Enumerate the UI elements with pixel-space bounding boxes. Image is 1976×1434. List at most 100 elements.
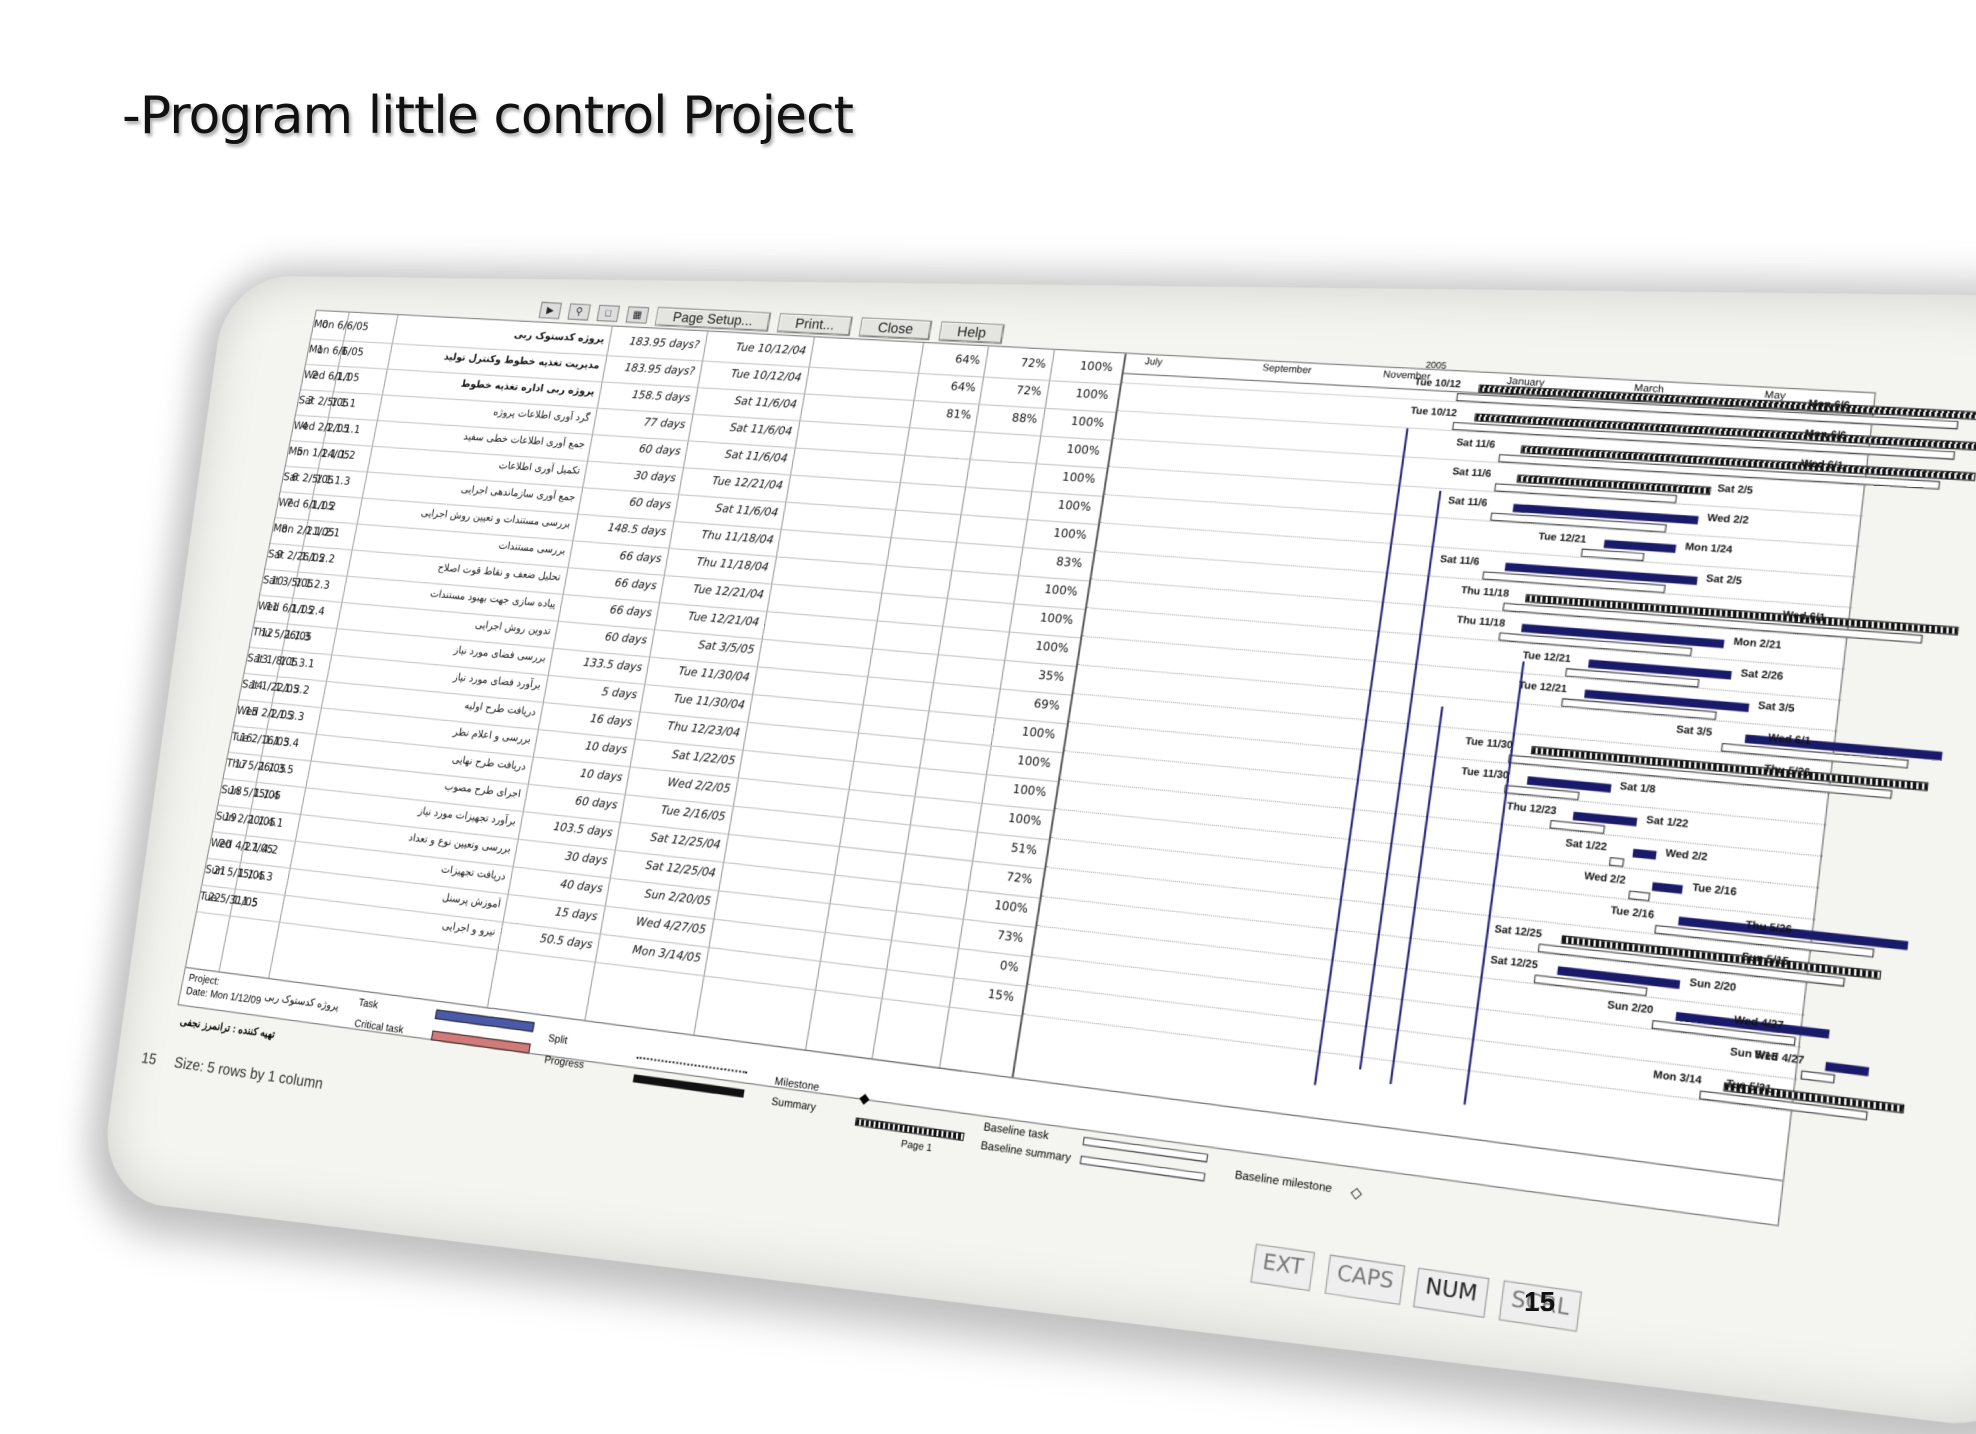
baseline-bar xyxy=(1609,857,1624,867)
row-p3-cell: 73% xyxy=(964,924,1025,945)
row-finish-cell: Mon 6/6/05 xyxy=(308,343,365,358)
row-start-cell: Tue 11/30/04 xyxy=(645,689,746,712)
help-button[interactable]: Help xyxy=(938,321,1005,344)
close-button[interactable]: Close xyxy=(859,317,932,340)
row-p1-cell xyxy=(823,966,880,973)
legend-critical-label: Critical task xyxy=(353,1018,404,1036)
gantt-start-label: Sat 12/25 xyxy=(1494,924,1543,941)
legend-baseline-task-label: Baseline task xyxy=(983,1121,1050,1142)
row-dur-cell: 60 days xyxy=(558,626,648,647)
row-p1-cell xyxy=(866,710,922,715)
row-p2-cell xyxy=(927,744,984,750)
row-p3-cell: 15% xyxy=(954,983,1015,1005)
row-dur-cell: 60 days xyxy=(528,789,618,812)
row-start-cell: Tue 10/12/04 xyxy=(703,365,803,384)
timescale-month: September xyxy=(1262,363,1312,376)
multi-page-icon[interactable]: ▦ xyxy=(626,306,650,323)
row-p1-cell xyxy=(861,738,917,744)
one-page-icon[interactable]: □ xyxy=(596,305,620,322)
row-start-cell: Thu 12/23/04 xyxy=(640,716,741,739)
row-p3-cell: 100% xyxy=(992,751,1052,771)
row-dur-cell: 30 days xyxy=(588,465,678,484)
gantt-start-label: Tue 10/12 xyxy=(1410,406,1458,420)
legend-summary-label: Summary xyxy=(770,1096,816,1114)
gantt-finish-label: Sat 2/5 xyxy=(1705,573,1742,587)
row-p2-cell xyxy=(959,547,1016,551)
row-p2-cell: 72% xyxy=(988,354,1047,370)
task-table: 0 پروژه کدستوک ربی 183.95 days? Tue 10/12/0… xyxy=(186,311,1125,1077)
project-date: Date: Mon 1/12/09 xyxy=(185,985,262,1006)
row-finish-cell: Mon 2/21/05 xyxy=(272,522,336,539)
gantt-print-page: 0 پروژه کدستوک ربی 183.95 days? Tue 10/12/0… xyxy=(177,310,1876,1227)
gantt-start-label: Thu 11/18 xyxy=(1460,585,1510,600)
milestone-diamond-icon: ◆ xyxy=(858,1089,871,1108)
row-finish-cell: Wed 4/27/05 xyxy=(209,836,274,856)
row-dur-cell: 66 days xyxy=(563,599,653,620)
gantt-finish-label: Tue 2/16 xyxy=(1691,882,1737,899)
print-button[interactable]: Print... xyxy=(777,313,853,336)
zoom-icon[interactable]: ▶ xyxy=(539,302,562,319)
row-finish-cell: Sat 1/22/05 xyxy=(241,677,300,695)
dependency-link xyxy=(1389,706,1443,1084)
row-p2-cell xyxy=(936,687,993,692)
row-start-cell: Sat 11/6/04 xyxy=(679,499,780,519)
gantt-finish-label: Mon 2/21 xyxy=(1733,636,1782,651)
row-p3-cell: 83% xyxy=(1023,552,1083,570)
row-p1-cell xyxy=(833,909,890,916)
gantt-finish-label: Sat 1/22 xyxy=(1646,815,1689,831)
baseline-milestone-diamond-icon: ◇ xyxy=(1349,1183,1363,1203)
row-start-cell: Sat 11/6/04 xyxy=(688,445,788,465)
row-finish-cell: Wed 2/2/05 xyxy=(293,419,351,435)
row-p1-cell xyxy=(880,626,936,631)
gantt-finish-label: Wed 2/2 xyxy=(1706,513,1749,527)
timescale-month: July xyxy=(1144,357,1163,368)
gantt-chart: 2005 July September November January March Ma… xyxy=(1012,354,1877,1181)
slide-title: -Program little control Project xyxy=(122,86,853,146)
gantt-start-label: Mon 3/14 xyxy=(1652,1069,1702,1087)
row-finish-cell: Wed 2/2/05 xyxy=(236,704,294,722)
row-finish-cell: Sat 3/5/05 xyxy=(262,573,315,590)
gantt-start-label: Thu 11/18 xyxy=(1456,615,1506,630)
row-p3-cell: 100% xyxy=(1046,413,1106,430)
row-p3-cell: 100% xyxy=(982,808,1042,828)
row-dur-cell: 148.5 days xyxy=(578,519,668,539)
gantt-finish-label: Thu 5/26 xyxy=(1745,919,1793,936)
row-start-cell: Tue 12/21/04 xyxy=(659,607,760,629)
gantt-start-label: Wed 2/2 xyxy=(1583,871,1626,887)
gantt-row-line xyxy=(1082,636,1841,701)
row-p3-cell: 100% xyxy=(1050,385,1110,402)
gantt-start-label: Tue 11/30 xyxy=(1465,736,1514,752)
gantt-finish-label: Mon 1/24 xyxy=(1684,541,1733,556)
gantt-start-label: Sat 11/6 xyxy=(1452,466,1492,480)
legend-baseline-milestone-label: Baseline milestone xyxy=(1234,1169,1333,1196)
row-dur-cell: 103.5 days xyxy=(523,816,614,839)
row-p2-cell xyxy=(913,830,970,836)
gantt-row-line xyxy=(1055,808,1819,888)
row-p2-cell xyxy=(918,801,975,807)
row-p1-cell xyxy=(837,880,894,886)
gantt-start-label: Sat 11/6 xyxy=(1439,554,1480,568)
gantt-start-label: Sat 1/22 xyxy=(1565,838,1608,854)
row-finish-cell: Wed 6/1/05 xyxy=(277,496,335,513)
row-p2-cell xyxy=(908,859,965,865)
gantt-start-label: Thu 12/23 xyxy=(1506,801,1557,817)
slide-page-number: 15 xyxy=(1524,1286,1555,1318)
row-p1-cell xyxy=(852,794,909,800)
row-p3-cell: 100% xyxy=(1041,441,1101,458)
gantt-start-label: Tue 12/21 xyxy=(1522,650,1572,665)
row-dur-cell: 60 days xyxy=(592,439,681,458)
row-dur-cell: 66 days xyxy=(568,572,658,592)
row-finish-cell: Thu 5/26/05 xyxy=(225,756,287,775)
row-p1-cell: 64% xyxy=(923,351,981,367)
row-p3-cell: 72% xyxy=(973,866,1034,887)
gantt-start-label: Sat 12/25 xyxy=(1490,954,1539,971)
row-start-cell: Tue 12/21/04 xyxy=(664,580,765,601)
row-finish-cell: Sat 2/5/05 xyxy=(282,470,335,486)
status-caps: CAPS xyxy=(1325,1255,1406,1306)
magnifier-icon[interactable]: ⚲ xyxy=(567,303,590,320)
task-bar xyxy=(1652,882,1684,894)
row-p2-cell xyxy=(894,945,952,952)
row-p2-cell xyxy=(955,575,1012,579)
row-dur-cell: 10 days xyxy=(533,761,623,784)
row-p1-cell xyxy=(912,432,968,436)
